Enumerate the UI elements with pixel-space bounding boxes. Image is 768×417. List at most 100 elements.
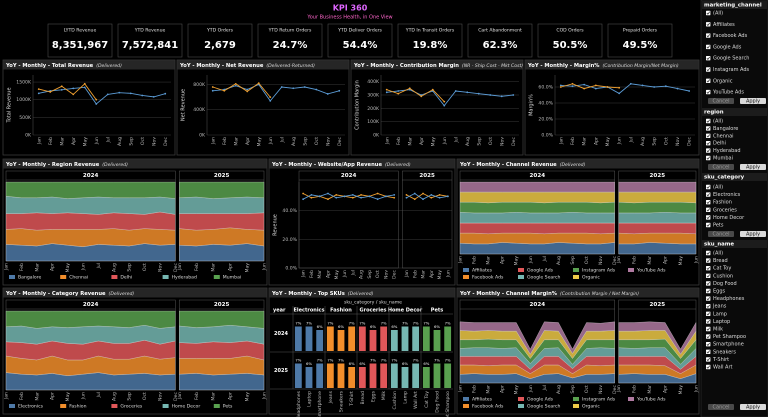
line-point xyxy=(413,198,416,201)
x-tick-label: Jun xyxy=(528,385,534,393)
x-tick-label: Jan xyxy=(404,270,410,278)
filter-button-label: Cancel xyxy=(713,165,730,171)
filter-checkbox[interactable] xyxy=(706,78,711,83)
bar xyxy=(337,363,345,388)
filter-checkbox[interactable] xyxy=(706,207,711,212)
chart-title-main: YoY - Monthly - Top SKUs xyxy=(271,291,345,297)
x-tick-label: Apr xyxy=(429,270,435,278)
filter-button[interactable] xyxy=(708,164,734,170)
bar-value-label: 6% xyxy=(349,361,355,366)
x-tick-label: Jul xyxy=(453,137,459,144)
chart-title: YoY - Monthly - Contribution Margin (NR -… xyxy=(353,63,523,69)
legend-label: Affiliates xyxy=(472,268,493,274)
filter-checkbox[interactable] xyxy=(706,118,711,124)
filter-button[interactable] xyxy=(708,98,734,104)
filter-button-label: Apply xyxy=(746,165,760,171)
filter-checkbox[interactable] xyxy=(706,126,711,131)
filter-checkbox[interactable] xyxy=(706,364,711,370)
filter-checkbox[interactable] xyxy=(706,250,711,256)
x-tick-label: Jan xyxy=(558,137,564,145)
chart-title: YoY - Monthly - Region Revenue (Delivered… xyxy=(5,162,128,168)
line-point xyxy=(420,94,423,96)
filter-checkbox[interactable] xyxy=(706,326,711,332)
filter-checkbox[interactable] xyxy=(706,89,711,95)
filter-button[interactable] xyxy=(740,98,766,104)
x-tick-label: Apr xyxy=(50,263,56,271)
filter-checkbox[interactable] xyxy=(706,56,711,61)
area-series xyxy=(179,181,265,199)
checkmark xyxy=(706,79,710,83)
chart-subtitle: (Delivered) xyxy=(109,291,135,297)
filter-checkbox[interactable] xyxy=(706,342,711,347)
filter-button[interactable] xyxy=(740,164,766,170)
filter-checkbox[interactable] xyxy=(706,357,711,362)
x-tick-label: Aug xyxy=(291,137,297,146)
kpi-value: 8,351,967 xyxy=(52,40,108,51)
filter-checkbox[interactable] xyxy=(706,148,711,153)
filter-button[interactable] xyxy=(740,404,766,410)
filter-checkbox[interactable] xyxy=(706,184,711,190)
bar-value-label: 6% xyxy=(434,324,440,329)
area-series xyxy=(618,191,697,204)
filter-checkbox[interactable] xyxy=(706,215,711,220)
filter-checkbox[interactable] xyxy=(706,273,711,278)
legend-label: Electronics xyxy=(18,404,44,410)
filter-checkbox[interactable] xyxy=(706,281,711,286)
filter-checkbox[interactable] xyxy=(706,67,711,72)
x-tick-label: Feb xyxy=(48,137,54,145)
filter-checkbox[interactable] xyxy=(706,349,711,354)
chart-title-main: YoY - Monthly - Region Revenue xyxy=(5,162,100,168)
filter-checkbox[interactable] xyxy=(706,200,711,205)
filter-checkbox[interactable] xyxy=(706,133,711,138)
filter-checkbox[interactable] xyxy=(706,22,711,27)
filter-item: Bread xyxy=(713,258,728,264)
checkmark xyxy=(706,297,710,301)
filter-checkbox[interactable] xyxy=(706,258,711,263)
filter-checkbox[interactable] xyxy=(706,44,711,50)
filter-checkbox[interactable] xyxy=(706,141,711,146)
filter-button[interactable] xyxy=(708,404,734,410)
x-tick-label: Jun xyxy=(617,137,623,145)
filter-button[interactable] xyxy=(740,231,766,237)
kpi-label: YTD Orders xyxy=(206,28,234,34)
filter-button[interactable] xyxy=(708,231,734,237)
line-point xyxy=(466,91,469,94)
bar-value-label: 6% xyxy=(423,361,429,366)
legend-label: Facebook Ads xyxy=(472,404,504,410)
bar xyxy=(305,326,313,351)
line-point xyxy=(408,87,411,90)
bar xyxy=(380,326,388,351)
group-label: Fashion xyxy=(330,308,352,314)
filter-checkbox[interactable] xyxy=(706,222,711,228)
filter-checkbox[interactable] xyxy=(706,304,711,309)
legend-swatch xyxy=(9,275,15,279)
line-point xyxy=(234,84,237,87)
filter-checkbox[interactable] xyxy=(706,334,711,339)
filter-checkbox[interactable] xyxy=(706,10,711,16)
line-point xyxy=(629,82,632,85)
filter-checkbox[interactable] xyxy=(706,311,711,316)
chart-panel xyxy=(176,59,350,156)
filter-checkbox[interactable] xyxy=(706,296,711,301)
chart-title-main: YoY - Monthly - Channel Margin% xyxy=(459,291,558,297)
filter-checkbox[interactable] xyxy=(706,266,711,271)
x-tick-label: Mar xyxy=(34,392,40,401)
chart-title-bar xyxy=(3,288,267,298)
bar-value-label: 7% xyxy=(402,321,408,326)
x-tick-label: Jun xyxy=(445,270,451,278)
x-tick-label: Sep xyxy=(127,392,133,401)
bar-value-label: 7% xyxy=(370,358,376,363)
x-tick-label: Nov xyxy=(383,270,389,279)
filter-checkbox[interactable] xyxy=(706,192,711,197)
filter-checkbox[interactable] xyxy=(706,319,711,324)
filter-checkbox[interactable] xyxy=(706,288,711,294)
filter-sidebar xyxy=(700,0,768,417)
line-point xyxy=(223,88,226,91)
bar xyxy=(433,330,441,351)
filter-item: Laptop xyxy=(713,319,730,325)
filter-checkbox[interactable] xyxy=(706,155,711,161)
filter-checkbox[interactable] xyxy=(706,33,711,38)
kpi-label: Cart Abandonment xyxy=(478,28,522,34)
legend-label: Organic xyxy=(582,404,600,410)
x-tick-label: Aug xyxy=(465,137,471,146)
